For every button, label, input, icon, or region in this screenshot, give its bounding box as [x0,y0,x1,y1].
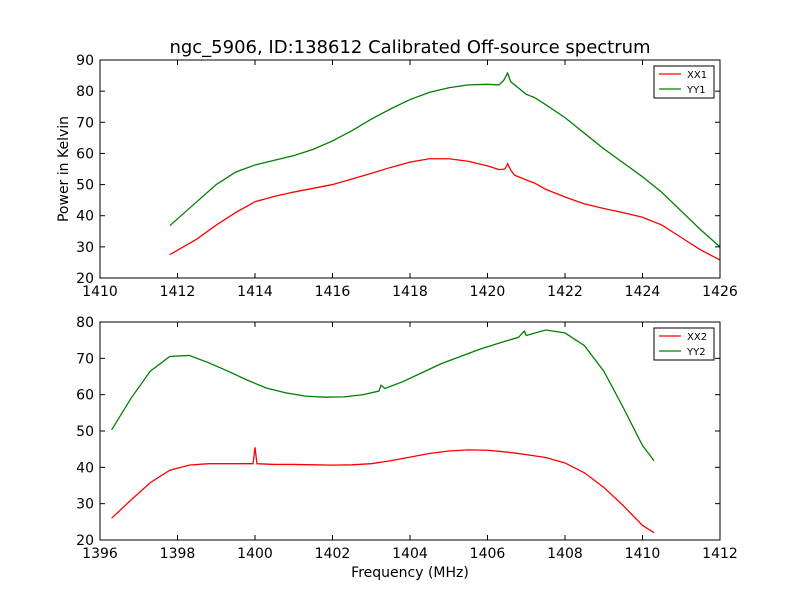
y-tick-label: 20 [76,271,94,287]
x-tick-label: 1416 [315,284,351,300]
y-tick-label: 20 [76,533,94,549]
x-tick-label: 1418 [392,284,428,300]
y-axis-label: Power in Kelvin [56,116,72,222]
y-tick-label: 30 [76,497,94,513]
y-tick-label: 30 [76,240,94,256]
legend-label-yy2: YY2 [686,347,706,358]
x-tick-label: 1410 [82,284,118,300]
x-tick-label: 1426 [702,284,738,300]
y-tick-label: 60 [76,388,94,404]
x-tick-label: 1402 [315,546,351,562]
plot-frame [99,59,721,279]
x-tick-label: 1400 [237,546,273,562]
legend-label-yy1: YY1 [686,85,706,96]
plot-frame [99,321,721,541]
bottom-panel: 1396 1398 1400 1402 1404 1406 1408 1410 1412 20 30… [76,315,738,562]
y-tick-label: 60 [76,146,94,162]
x-tick-label: 1420 [470,284,506,300]
y-tick-label: 40 [76,209,94,225]
legend-label-xx1: XX1 [687,70,707,81]
x-tick-label: 1396 [82,546,118,562]
series-line-yy2 [111,329,655,462]
y-tick-label: 50 [76,424,94,440]
x-tick-label: 1398 [160,546,196,562]
x-tick-label: 1422 [547,284,583,300]
x-tick-label: 1412 [160,284,196,300]
y-tick-label: 70 [76,115,94,131]
x-tick-label: 1414 [237,284,273,300]
y-tick-label: 80 [76,84,94,100]
series-line-xx1 [169,158,721,261]
legend-box [653,65,715,99]
y-tick-label: 80 [76,315,94,331]
y-tick-label: 70 [76,351,94,367]
legend-label-xx2: XX2 [687,332,707,343]
series-line-xx2 [111,447,655,534]
x-tick-label: 1424 [625,284,661,300]
y-tick-label: 50 [76,178,94,194]
x-axis-label: Frequency (MHz) [351,565,469,581]
y-tick-label: 40 [76,460,94,476]
x-tick-label: 1410 [625,546,661,562]
top-panel: 1410 1412 1414 1416 1418 1420 1422 1424 1426 20 30… [76,53,738,300]
x-tick-label: 1404 [392,546,428,562]
x-tick-label: 1406 [470,546,506,562]
legend-box [653,327,715,361]
x-tick-label: 1412 [702,546,738,562]
x-tick-label: 1408 [547,546,583,562]
y-tick-label: 90 [76,53,94,69]
series-line-yy1 [169,71,721,248]
chart-title: ngc_5906, ID:138612 Calibrated Off-sourc… [169,37,650,58]
